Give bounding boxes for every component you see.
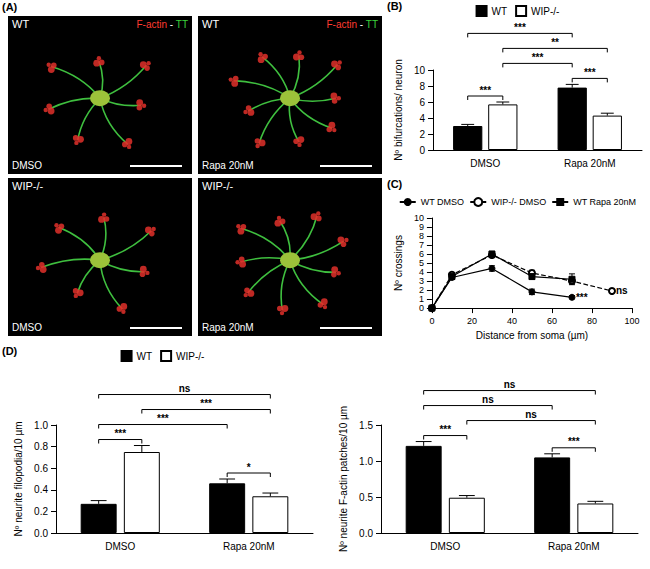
- svg-text:0.2: 0.2: [34, 506, 48, 517]
- svg-text:Nº crossings: Nº crossings: [393, 235, 404, 291]
- svg-text:0: 0: [429, 316, 434, 326]
- svg-text:(A): (A): [2, 1, 18, 13]
- svg-text:ns: ns: [482, 394, 494, 405]
- svg-text:1.0: 1.0: [359, 456, 373, 467]
- svg-text:WIP-/-: WIP-/-: [12, 180, 43, 192]
- svg-text:DMSO: DMSO: [430, 541, 460, 552]
- svg-text:Nº neurite F-actin patches/10: Nº neurite F-actin patches/10 µm: [338, 406, 349, 552]
- svg-text:1: 1: [419, 294, 424, 304]
- svg-text:F-actin - TT: F-actin - TT: [137, 19, 189, 30]
- svg-text:10: 10: [414, 65, 426, 76]
- svg-text:20: 20: [467, 316, 477, 326]
- svg-text:Rapa 20nM: Rapa 20nM: [223, 541, 275, 552]
- svg-text:***: ***: [439, 424, 451, 435]
- svg-text:0.0: 0.0: [34, 528, 48, 539]
- svg-text:***: ***: [532, 52, 544, 63]
- svg-text:7: 7: [419, 240, 424, 250]
- svg-text:***: ***: [584, 67, 596, 78]
- svg-text:8: 8: [419, 81, 425, 92]
- svg-text:WT DMSO: WT DMSO: [421, 197, 464, 207]
- svg-text:5: 5: [419, 258, 424, 268]
- svg-text:0.4: 0.4: [34, 484, 48, 495]
- svg-text:Rapa 20nM: Rapa 20nM: [564, 158, 616, 169]
- svg-text:***: ***: [479, 85, 491, 96]
- svg-text:ns: ns: [504, 379, 516, 390]
- svg-text:4: 4: [419, 267, 424, 277]
- svg-text:WT: WT: [137, 351, 153, 362]
- svg-text:WT: WT: [492, 6, 508, 17]
- svg-text:**: **: [551, 37, 559, 48]
- svg-text:0: 0: [419, 145, 425, 156]
- svg-text:10: 10: [414, 213, 424, 223]
- svg-text:WIP-/-: WIP-/-: [176, 351, 204, 362]
- svg-text:Distance from soma (µm): Distance from soma (µm): [476, 330, 588, 341]
- svg-text:WT: WT: [12, 18, 29, 30]
- svg-text:4: 4: [419, 113, 425, 124]
- svg-text:1.5: 1.5: [359, 420, 373, 431]
- svg-text:WT: WT: [202, 18, 219, 30]
- svg-text:***: ***: [568, 436, 580, 447]
- svg-text:WIP-/- DMSO: WIP-/- DMSO: [491, 197, 546, 207]
- svg-text:***: ***: [514, 22, 526, 33]
- svg-text:***: ***: [114, 428, 126, 439]
- svg-text:ns: ns: [525, 409, 537, 420]
- svg-text:80: 80: [587, 316, 597, 326]
- svg-text:2: 2: [419, 129, 425, 140]
- svg-text:ns: ns: [179, 383, 191, 394]
- svg-text:1.0: 1.0: [34, 420, 48, 431]
- svg-text:0.5: 0.5: [359, 492, 373, 503]
- svg-text:ns: ns: [616, 285, 628, 296]
- svg-text:Nº bifurcations/ neuron: Nº bifurcations/ neuron: [393, 59, 404, 160]
- svg-text:60: 60: [547, 316, 557, 326]
- svg-text:0.0: 0.0: [359, 528, 373, 539]
- svg-text:DMSO: DMSO: [12, 160, 42, 171]
- svg-text:*: *: [247, 462, 251, 473]
- svg-text:***: ***: [157, 413, 169, 424]
- svg-text:8: 8: [419, 231, 424, 241]
- html-text:(D): (D): [2, 345, 18, 357]
- html-text:(B): (B): [387, 0, 403, 12]
- svg-text:DMSO: DMSO: [12, 322, 42, 333]
- svg-text:3: 3: [419, 276, 424, 286]
- svg-text:DMSO: DMSO: [105, 541, 135, 552]
- svg-text:Rapa 20nM: Rapa 20nM: [202, 322, 254, 333]
- svg-text:6: 6: [419, 97, 425, 108]
- svg-text:0.6: 0.6: [34, 463, 48, 474]
- svg-text:DMSO: DMSO: [470, 158, 500, 169]
- svg-text:WIP-/-: WIP-/-: [202, 180, 233, 192]
- svg-text:0.8: 0.8: [34, 441, 48, 452]
- svg-text:WT Rapa 20nM: WT Rapa 20nM: [573, 197, 636, 207]
- svg-text:F-actin - TT: F-actin - TT: [327, 19, 379, 30]
- svg-text:***: ***: [200, 398, 212, 409]
- svg-text:6: 6: [419, 249, 424, 259]
- svg-text:***: ***: [576, 292, 588, 303]
- svg-text:Rapa 20nM: Rapa 20nM: [202, 160, 254, 171]
- html-text:(C): (C): [387, 178, 403, 190]
- svg-text:40: 40: [507, 316, 517, 326]
- svg-text:0: 0: [419, 303, 424, 313]
- svg-text:WIP-/-: WIP-/-: [531, 6, 559, 17]
- svg-text:Nº neurite filopodia/10 µm: Nº neurite filopodia/10 µm: [13, 421, 24, 536]
- svg-text:9: 9: [419, 222, 424, 232]
- svg-text:100: 100: [624, 316, 639, 326]
- svg-text:Rapa 20nM: Rapa 20nM: [548, 541, 600, 552]
- svg-text:2: 2: [419, 285, 424, 295]
